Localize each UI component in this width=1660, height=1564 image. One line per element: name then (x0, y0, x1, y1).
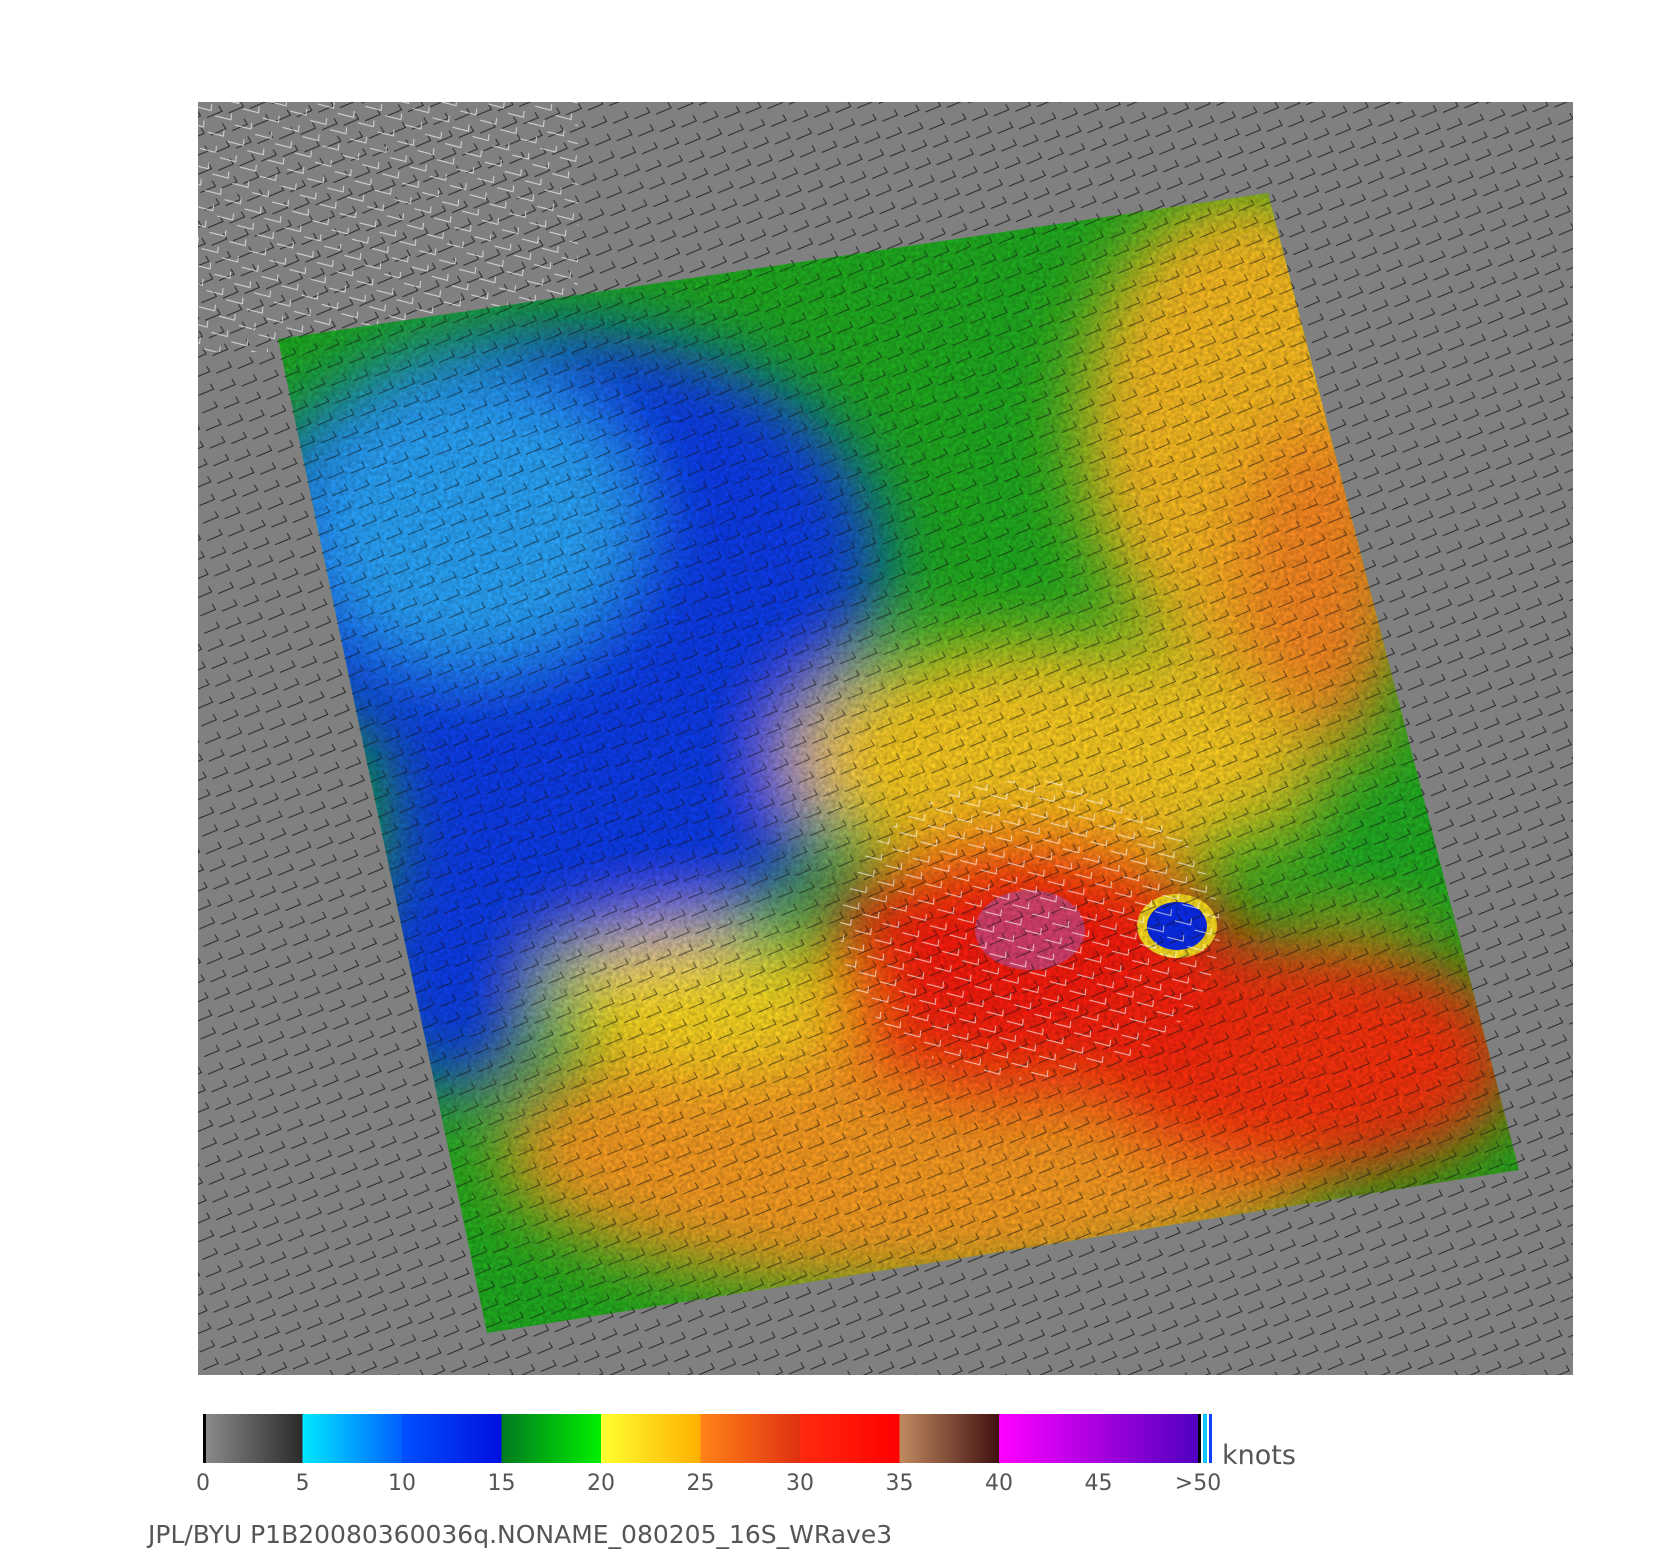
colorbar-tick-label: 10 (388, 1471, 416, 1496)
colorbar-tick-label: >50 (1175, 1471, 1221, 1496)
colorbar-segment (302, 1414, 402, 1463)
colorbar-tick-label: 30 (786, 1471, 814, 1496)
colorbar-tick-label: 40 (985, 1471, 1013, 1496)
colorbar-end-mark (1203, 1414, 1207, 1463)
colorbar-segment (601, 1414, 701, 1463)
colorbar-segment (402, 1414, 502, 1463)
caption: JPL/BYU P1B20080360036q.NONAME_080205_16… (146, 1520, 892, 1549)
colorbar-tick-label: 5 (296, 1471, 310, 1496)
colorbar-tick-label: 15 (488, 1471, 516, 1496)
colorbar: 0 5 10 15 20 25 30 35 40 45 >50 (196, 1414, 1221, 1496)
colorbar-tick-label: 45 (1085, 1471, 1113, 1496)
map (198, 102, 1573, 1375)
colorbar-tick-label: 25 (687, 1471, 715, 1496)
colorbar-tick-label: 20 (587, 1471, 615, 1496)
colorbar-start-mark (203, 1414, 206, 1463)
colorbar-segment (800, 1414, 900, 1463)
colorbar-segment (203, 1414, 303, 1463)
colorbar-tick-label: 35 (886, 1471, 914, 1496)
colorbar-segment (700, 1414, 800, 1463)
colorbar-unit: knots (1222, 1440, 1296, 1471)
colorbar-segment (999, 1414, 1198, 1463)
colorbar-segment (899, 1414, 999, 1463)
colorbar-end-mark (1198, 1414, 1201, 1463)
colorbar-end-mark (1209, 1414, 1212, 1463)
colorbar-tick-label: 0 (196, 1471, 210, 1496)
swath (278, 193, 1519, 1333)
colorbar-segment (501, 1414, 601, 1463)
